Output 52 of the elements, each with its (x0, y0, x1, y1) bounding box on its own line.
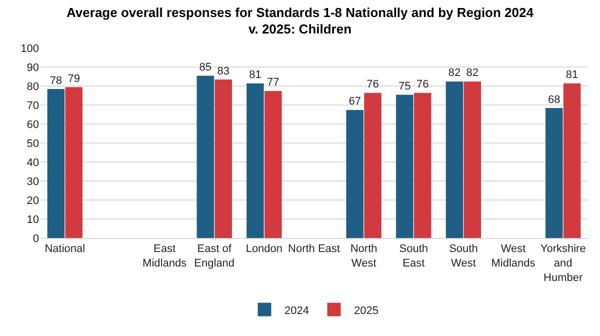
bar (364, 92, 382, 238)
x-tick-label: West Midlands (491, 243, 536, 270)
data-label: 76 (366, 78, 379, 91)
bar (47, 89, 65, 238)
y-tick-label: 20 (26, 194, 39, 207)
chart-title: Average overall responses for Standards 1-8 Nationally and by Region 2024 v. 2025: Children (66, 4, 534, 37)
y-tick-label: 100 (20, 42, 39, 55)
y-tick-label: 0 (32, 232, 39, 245)
bar (545, 108, 563, 238)
x-tick-label: South West (449, 243, 478, 270)
x-tick-label: Yorkshire and Humber (540, 243, 586, 284)
data-label: 67 (348, 96, 361, 108)
y-tick-label: 40 (26, 156, 39, 169)
bar (563, 83, 581, 238)
x-tick-label: National (44, 243, 86, 256)
y-tick-label: 50 (26, 138, 39, 150)
bar (65, 87, 83, 238)
y-tick-label: 60 (26, 118, 39, 131)
bar (464, 81, 482, 238)
bar (446, 81, 464, 238)
data-label: 75 (398, 80, 411, 92)
bar (214, 80, 232, 238)
y-tick-label: 90 (26, 62, 39, 74)
y-tick-label: 70 (26, 100, 39, 112)
x-tick-label: South East (399, 243, 428, 270)
data-label: 79 (68, 72, 80, 85)
data-label: 78 (50, 74, 62, 87)
y-tick-label: 80 (26, 80, 39, 93)
x-tick-label: North West (350, 243, 378, 270)
data-label: 81 (249, 69, 262, 82)
data-label: 82 (466, 67, 479, 80)
legend-label: 2024 (284, 304, 309, 317)
data-label: 82 (448, 67, 461, 80)
y-tick-label: 10 (26, 214, 39, 226)
x-tick-label: East of England (194, 243, 235, 270)
y-tick-label: 30 (26, 176, 39, 188)
x-tick-label: North East (288, 243, 340, 256)
bar (346, 110, 364, 238)
data-label: 83 (217, 65, 230, 78)
bar (196, 76, 214, 238)
bar (246, 83, 264, 238)
x-tick-label: East Midlands (142, 243, 188, 270)
data-label: 81 (566, 69, 578, 82)
legend-label: 2025 (354, 304, 378, 317)
data-label: 85 (199, 62, 212, 74)
bar (396, 94, 414, 238)
bar (414, 92, 432, 238)
bar (264, 90, 282, 238)
data-label: 77 (267, 76, 280, 89)
data-label: 76 (416, 78, 429, 91)
data-label: 68 (548, 94, 560, 106)
x-tick-label: London (246, 243, 283, 256)
